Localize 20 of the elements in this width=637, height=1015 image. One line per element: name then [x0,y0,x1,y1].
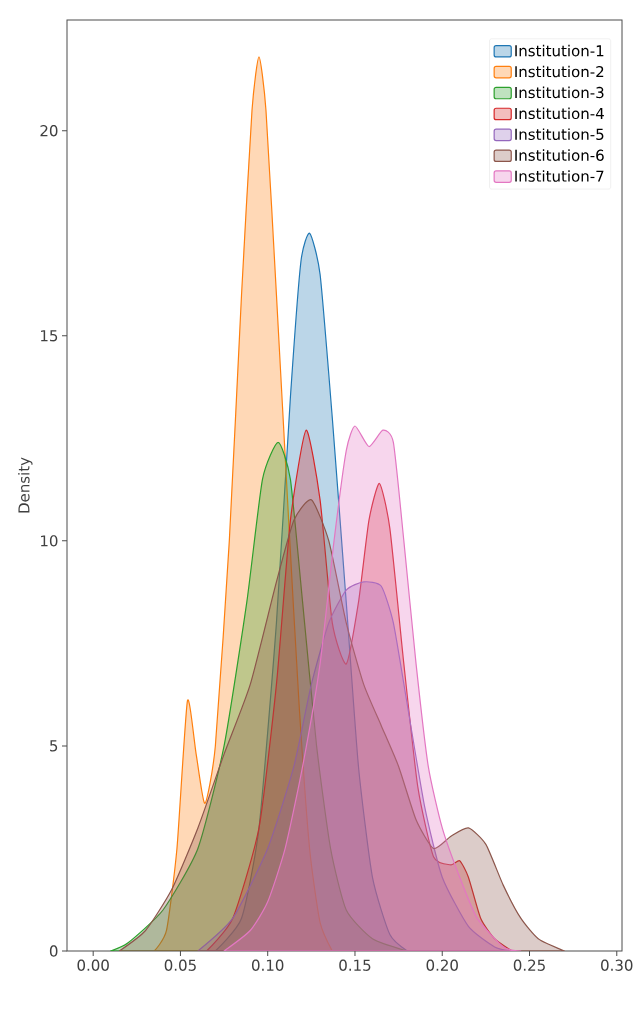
legend-label: Institution-6 [515,149,604,161]
x-tick-label: 0.20 [426,959,459,971]
x-tick-label: 0.05 [164,959,196,971]
legend-label: Institution-7 [515,170,604,182]
legend-label: Institution-3 [515,86,604,99]
y-tick-label: 15 [41,330,58,342]
x-tick-label: 0.10 [252,959,284,971]
y-tick-label: 10 [41,535,58,547]
x-tick-label: 0.30 [601,959,633,971]
x-tick-label: 0.15 [339,959,371,971]
y-tick-label: 0 [50,945,58,957]
y-tick-label: 20 [40,125,58,137]
x-tick-label: 0.25 [513,959,545,971]
legend-label: Institution-4 [515,107,604,120]
legend-label: Institution-5 [515,128,604,141]
y-axis-title: Density [18,457,33,513]
legend-label: Institution-2 [515,65,604,78]
x-tick-label: 0.00 [77,959,109,971]
legend-label: Institution-1 [515,44,604,57]
y-tick-label: 5 [50,740,58,752]
